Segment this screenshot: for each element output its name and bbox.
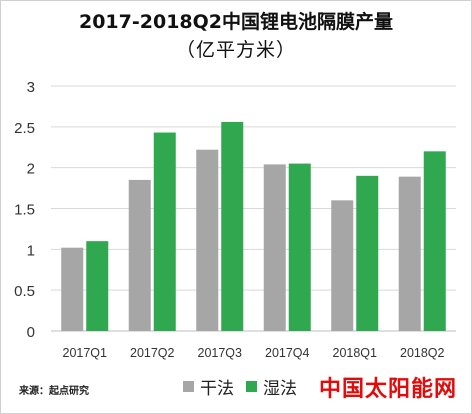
y-tick-label: 0 xyxy=(27,324,35,341)
legend-label-wet: 湿法 xyxy=(263,378,297,399)
legend-label-dry: 干法 xyxy=(200,378,234,399)
bar-wet xyxy=(86,241,109,331)
y-tick-label: 2 xyxy=(27,161,35,178)
bar-wet xyxy=(423,151,446,331)
bar-dry xyxy=(263,164,286,331)
x-tick-label: 2017Q2 xyxy=(130,346,175,360)
legend-swatch-wet xyxy=(246,380,257,392)
legend-item-dry: 干法 xyxy=(183,374,234,399)
bar-wet xyxy=(288,163,311,331)
bar-dry xyxy=(398,176,421,331)
y-tick-label: 0.5 xyxy=(14,283,35,300)
legend: 干法 湿法 xyxy=(183,374,309,399)
bar-dry xyxy=(331,200,354,331)
bar-dry xyxy=(61,247,84,331)
legend-item-wet: 湿法 xyxy=(246,374,297,399)
y-tick-label: 1.5 xyxy=(14,202,35,219)
x-tick-label: 2017Q4 xyxy=(265,346,310,360)
source-note: 来源：起点研究 xyxy=(19,386,89,397)
bar-dry xyxy=(128,179,151,331)
legend-swatch-dry xyxy=(183,380,194,392)
y-tick-label: 2.5 xyxy=(14,120,35,137)
bar-wet xyxy=(356,175,379,331)
bar-dry xyxy=(196,149,219,331)
x-tick-label: 2017Q3 xyxy=(198,346,243,360)
chart-title: 2017-2018Q2中国锂电池隔膜产量 xyxy=(78,11,394,33)
watermark-logo: 中国太阳能网 xyxy=(318,376,457,402)
x-tick-label: 2018Q2 xyxy=(400,346,445,360)
y-tick-label: 3 xyxy=(27,79,35,96)
chart-subtitle: （亿平方米） xyxy=(175,39,296,61)
x-tick-label: 2018Q1 xyxy=(333,346,378,360)
y-tick-label: 1 xyxy=(27,242,35,259)
bar-wet xyxy=(221,121,244,331)
bar-wet xyxy=(153,132,176,331)
x-tick-label: 2017Q1 xyxy=(63,346,108,360)
